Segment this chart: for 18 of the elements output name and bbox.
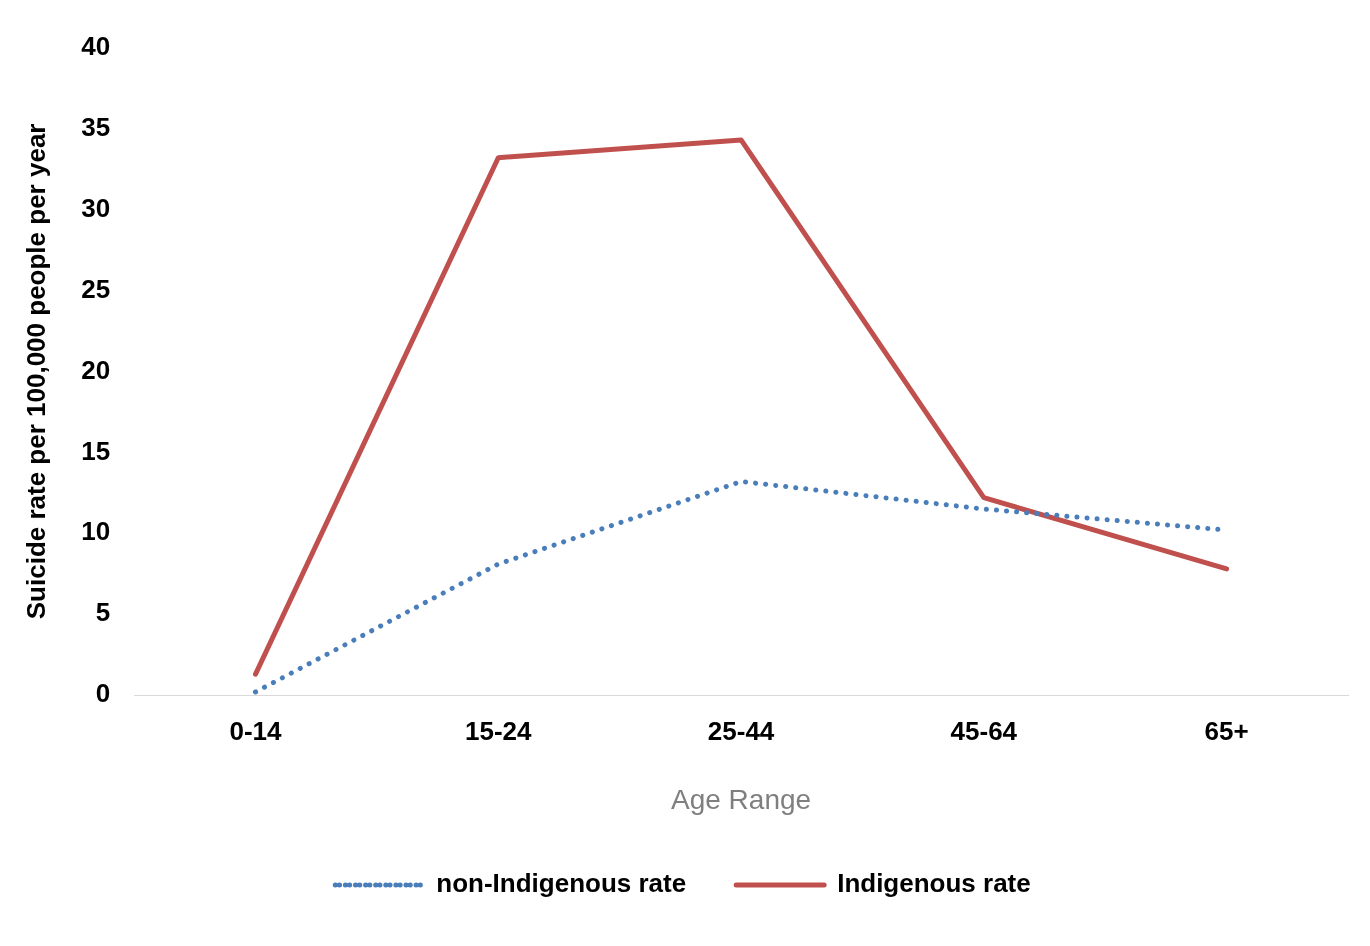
y-tick-label: 5 xyxy=(95,597,111,628)
x-tick-label: 65+ xyxy=(1204,715,1249,746)
y-axis-title: Suicide rate per 100,000 people per year xyxy=(20,123,51,620)
x-tick-label: 0-14 xyxy=(229,715,283,746)
y-tick-label: 35 xyxy=(81,111,111,142)
x-axis-title: Age Range xyxy=(671,783,812,815)
y-tick-label: 30 xyxy=(81,192,111,223)
y-tick-label: 25 xyxy=(81,273,111,304)
y-tick-label: 40 xyxy=(81,30,111,61)
y-tick-label: 10 xyxy=(81,516,111,547)
y-tick-label: 15 xyxy=(81,435,111,466)
legend-label: non-Indigenous rate xyxy=(436,868,687,899)
x-tick-label: 45-64 xyxy=(950,715,1018,746)
x-tick-label: 25-44 xyxy=(707,715,775,746)
y-tick-label: 0 xyxy=(95,678,111,709)
y-tick-label: 20 xyxy=(81,354,111,385)
x-tick-label: 15-24 xyxy=(465,715,533,746)
legend-label: Indigenous rate xyxy=(837,868,1031,899)
